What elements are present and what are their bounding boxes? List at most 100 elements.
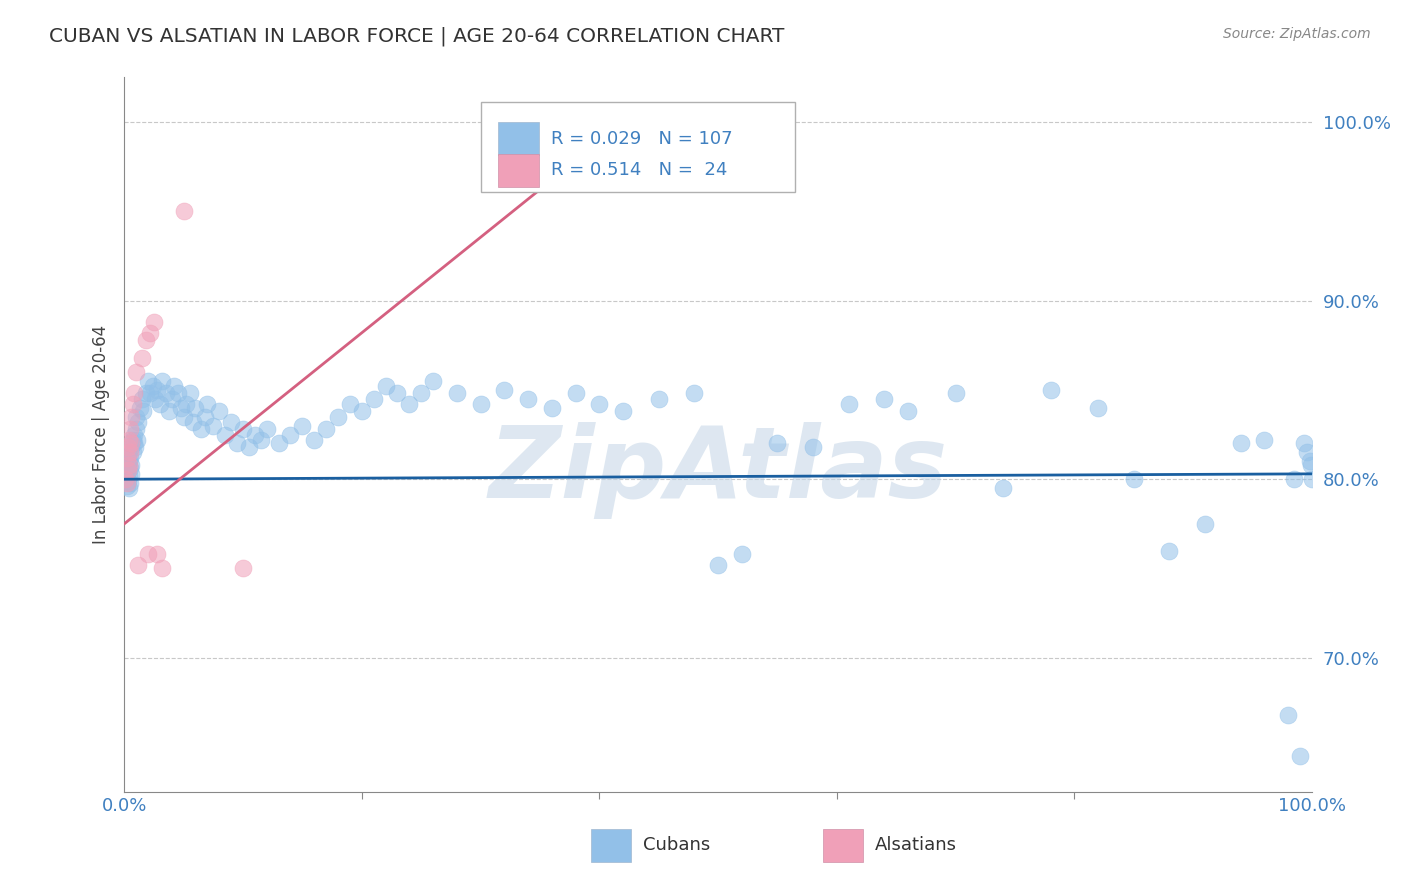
Point bbox=[120, 440, 142, 454]
Point bbox=[897, 404, 920, 418]
Point bbox=[326, 409, 349, 424]
Point bbox=[838, 397, 860, 411]
FancyBboxPatch shape bbox=[498, 153, 538, 186]
Point bbox=[647, 392, 669, 406]
Point bbox=[121, 445, 143, 459]
Point bbox=[120, 436, 142, 450]
Point bbox=[117, 445, 139, 459]
Point bbox=[115, 465, 138, 479]
FancyBboxPatch shape bbox=[498, 122, 538, 155]
Point bbox=[117, 440, 139, 454]
FancyBboxPatch shape bbox=[481, 103, 796, 192]
Point bbox=[1229, 436, 1251, 450]
Point bbox=[127, 415, 149, 429]
Point bbox=[446, 386, 468, 401]
Point bbox=[122, 436, 145, 450]
Point bbox=[991, 481, 1014, 495]
Point bbox=[315, 422, 337, 436]
Point bbox=[226, 436, 249, 450]
Point bbox=[411, 386, 433, 401]
Point bbox=[173, 204, 195, 219]
Point bbox=[115, 475, 138, 490]
Point bbox=[120, 409, 142, 424]
Point bbox=[143, 392, 166, 406]
Point bbox=[1292, 436, 1315, 450]
Point bbox=[801, 440, 824, 454]
Point bbox=[139, 326, 162, 340]
Point bbox=[184, 401, 207, 415]
Point bbox=[1299, 458, 1322, 472]
Point bbox=[363, 392, 385, 406]
Point bbox=[181, 415, 204, 429]
Point bbox=[1296, 445, 1319, 459]
Point bbox=[174, 397, 197, 411]
Point bbox=[117, 458, 139, 472]
Point bbox=[256, 422, 278, 436]
Point bbox=[238, 440, 260, 454]
Point bbox=[494, 383, 516, 397]
Point bbox=[304, 433, 326, 447]
Point bbox=[219, 415, 242, 429]
Point bbox=[149, 397, 172, 411]
Point bbox=[157, 404, 180, 418]
Point bbox=[118, 458, 141, 472]
Text: Cubans: Cubans bbox=[643, 837, 710, 855]
Point bbox=[387, 386, 409, 401]
Point bbox=[707, 558, 730, 572]
Point bbox=[142, 379, 165, 393]
Point bbox=[873, 392, 896, 406]
Point bbox=[118, 468, 141, 483]
Point bbox=[135, 333, 157, 347]
Point bbox=[127, 558, 149, 572]
Point bbox=[208, 404, 231, 418]
Point bbox=[155, 386, 177, 401]
Point bbox=[120, 475, 142, 490]
Point bbox=[350, 404, 373, 418]
Point bbox=[179, 386, 201, 401]
Point bbox=[339, 397, 361, 411]
Text: ZipAtlas: ZipAtlas bbox=[488, 422, 948, 519]
Point bbox=[127, 433, 149, 447]
Point bbox=[132, 404, 155, 418]
Point bbox=[190, 422, 212, 436]
Point bbox=[232, 422, 254, 436]
Point bbox=[173, 409, 195, 424]
Point bbox=[146, 383, 169, 397]
Point bbox=[117, 463, 139, 477]
Point bbox=[115, 450, 138, 465]
Point bbox=[166, 386, 188, 401]
Point bbox=[731, 547, 754, 561]
Point bbox=[124, 440, 146, 454]
Point bbox=[121, 397, 143, 411]
Text: R = 0.029   N = 107: R = 0.029 N = 107 bbox=[551, 130, 733, 148]
Point bbox=[1194, 516, 1216, 531]
Point bbox=[1282, 472, 1305, 486]
Point bbox=[136, 374, 159, 388]
Point bbox=[146, 547, 169, 561]
Point bbox=[120, 445, 142, 459]
Point bbox=[121, 433, 143, 447]
Point bbox=[118, 481, 141, 495]
Point bbox=[1298, 454, 1320, 468]
Point bbox=[118, 454, 141, 468]
Point bbox=[202, 418, 225, 433]
Point bbox=[125, 422, 148, 436]
Point bbox=[163, 379, 186, 393]
Point bbox=[120, 422, 142, 436]
Point bbox=[232, 561, 254, 575]
Point bbox=[249, 433, 271, 447]
Point bbox=[122, 427, 145, 442]
Y-axis label: In Labor Force | Age 20-64: In Labor Force | Age 20-64 bbox=[93, 325, 110, 544]
Point bbox=[540, 401, 562, 415]
Point bbox=[120, 467, 142, 481]
Point bbox=[243, 427, 266, 442]
Point bbox=[612, 404, 634, 418]
Point bbox=[1087, 401, 1109, 415]
Point bbox=[131, 392, 153, 406]
Point bbox=[135, 386, 157, 401]
Point bbox=[945, 386, 967, 401]
Point bbox=[588, 397, 610, 411]
FancyBboxPatch shape bbox=[823, 829, 863, 862]
Point bbox=[117, 474, 139, 488]
Point bbox=[1039, 383, 1062, 397]
